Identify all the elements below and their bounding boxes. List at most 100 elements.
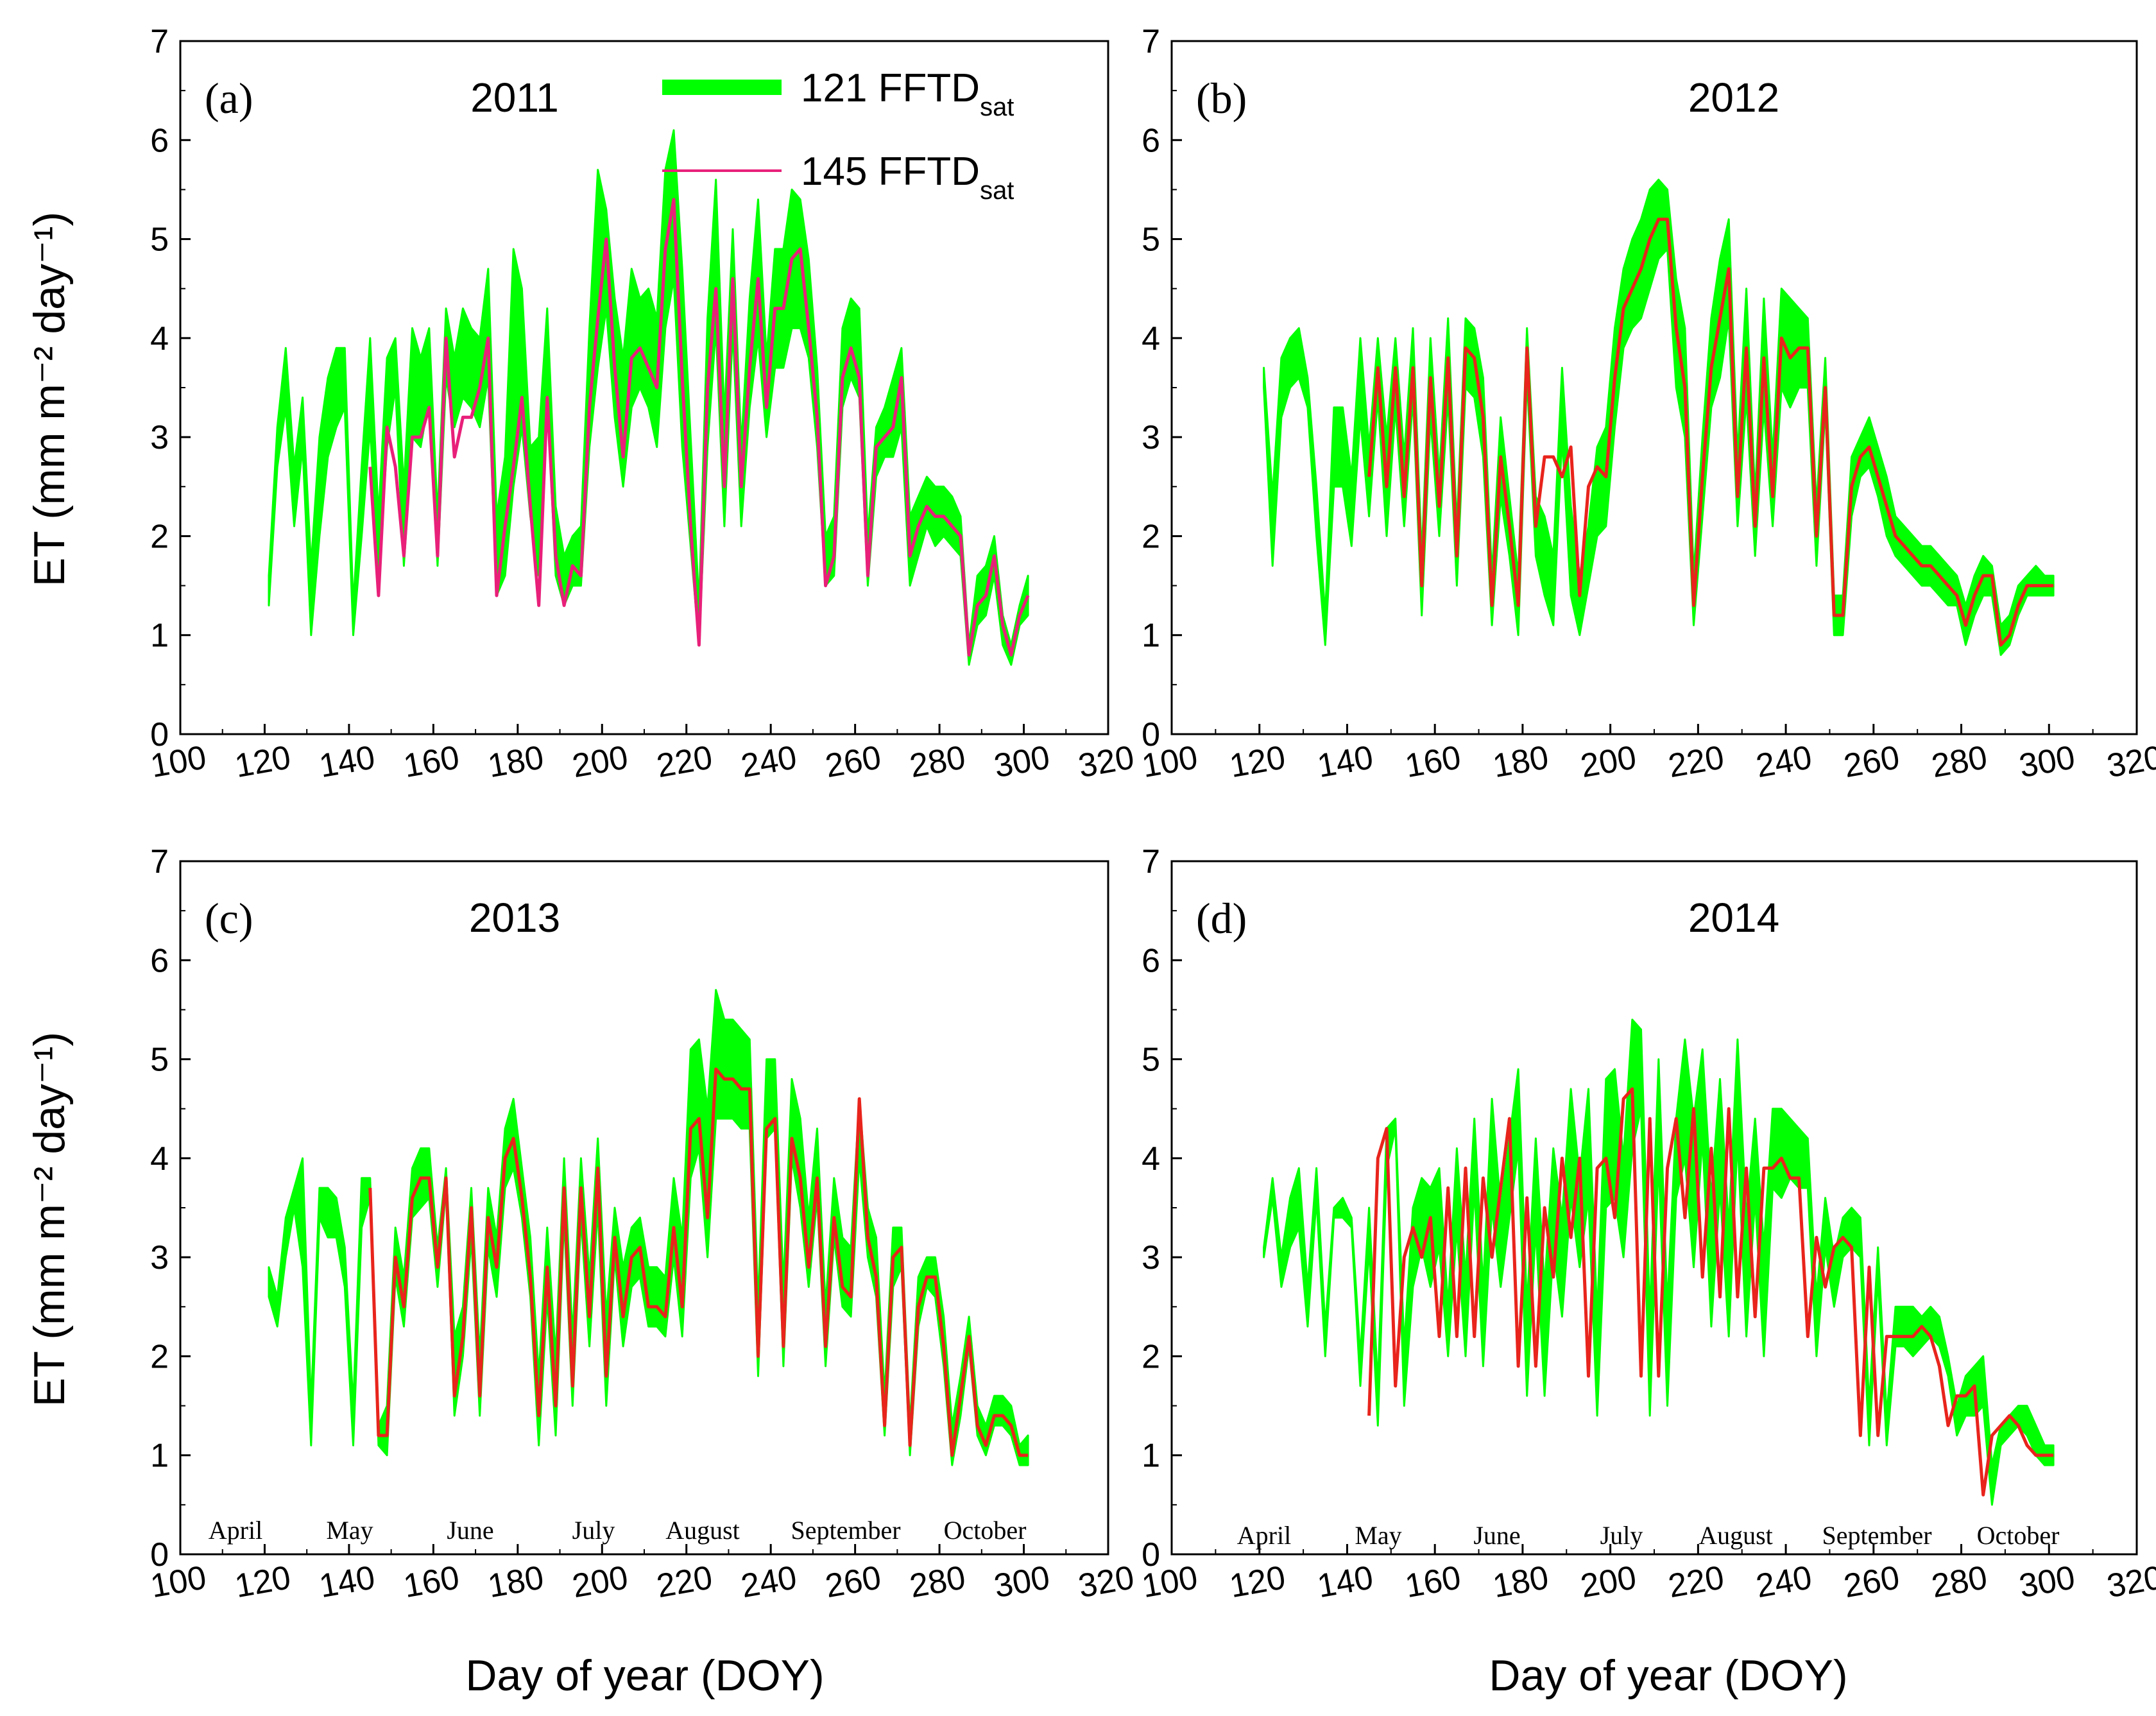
month-label: August	[1698, 1521, 1773, 1550]
y-tick-label: 2	[1142, 1338, 1160, 1375]
y-tick-label: 2	[150, 518, 169, 555]
legend-label-145: 145 FFTDsat	[801, 150, 1014, 205]
month-label: June	[1473, 1521, 1520, 1550]
month-label: August	[665, 1516, 740, 1545]
month-label: May	[326, 1516, 373, 1545]
panel-d: 100 120 140 160 180 200 220 240 260 280 300 3200123…	[1139, 843, 2156, 1605]
legend: 121 FFTDsat 145 FFTDsat	[662, 66, 1014, 205]
x-tick-label: 120	[1227, 1559, 1288, 1605]
y-tick-label: 4	[150, 320, 169, 357]
y-tick-label: 1	[1142, 617, 1160, 655]
y-tick-label: 1	[1142, 1437, 1160, 1475]
x-tick-label: 260	[823, 739, 884, 785]
x-tick-label: 240	[738, 1559, 800, 1605]
month-label: April	[209, 1516, 262, 1545]
x-tick-label: 140	[316, 1559, 378, 1605]
y-tick-label: 3	[150, 419, 169, 456]
month-label: October	[1977, 1521, 2060, 1550]
panel-label: (d)	[1196, 894, 1247, 943]
y-tick-label: 5	[1142, 221, 1160, 259]
y-tick-label: 4	[1142, 1140, 1160, 1178]
month-label: April	[1237, 1521, 1291, 1550]
plot-frame	[1170, 40, 2138, 735]
x-tick-label: 160	[401, 739, 463, 785]
x-tick-label: 120	[1227, 739, 1288, 785]
x-tick-label: 180	[485, 1559, 547, 1605]
x-tick-label: 280	[907, 739, 968, 785]
x-tick-label: 220	[654, 1559, 715, 1605]
y-axis-title-bottom: ET (mm m⁻² day⁻¹)	[25, 1032, 74, 1407]
month-label: May	[1355, 1521, 1401, 1550]
y-tick-label: 5	[150, 221, 169, 259]
year-title: 2012	[1688, 74, 1779, 121]
x-tick-label: 200	[1578, 1559, 1639, 1605]
x-tick-label: 300	[991, 1559, 1053, 1605]
y-tick-label: 0	[150, 1536, 169, 1574]
month-label: July	[572, 1516, 615, 1545]
x-tick-label: 320	[1075, 739, 1137, 785]
x-tick-label: 260	[823, 1559, 884, 1605]
series-121-fftd-band	[268, 129, 1029, 666]
month-label: October	[944, 1516, 1027, 1545]
x-tick-label: 320	[2104, 739, 2156, 785]
x-tick-label: 260	[1841, 1559, 1903, 1605]
x-axis-title-right: Day of year (DOY)	[1489, 1651, 1847, 1700]
x-tick-label: 300	[991, 739, 1053, 785]
x-tick-label: 280	[1929, 1559, 1990, 1605]
x-tick-label: 300	[2017, 739, 2078, 785]
x-tick-label: 120	[232, 739, 294, 785]
y-tick-label: 6	[1142, 122, 1160, 159]
legend-label-121: 121 FFTDsat	[801, 66, 1014, 121]
x-tick-label: 160	[1402, 1559, 1464, 1605]
x-tick-label: 240	[1753, 739, 1815, 785]
y-tick-label: 6	[150, 122, 169, 159]
y-tick-label: 1	[150, 1437, 169, 1475]
y-tick-label: 7	[150, 23, 169, 60]
y-tick-label: 1	[150, 617, 169, 655]
x-tick-label: 240	[1753, 1559, 1815, 1605]
x-tick-label: 320	[2104, 1559, 2156, 1605]
x-tick-label: 160	[401, 1559, 463, 1605]
x-tick-label: 200	[570, 739, 631, 785]
y-tick-label: 7	[150, 843, 169, 880]
series-121-fftd-band	[268, 989, 1029, 1466]
y-tick-label: 6	[150, 942, 169, 979]
year-title: 2014	[1688, 895, 1779, 941]
x-tick-label: 320	[1075, 1559, 1137, 1605]
y-tick-label: 4	[1142, 320, 1160, 357]
y-axis-title-top: ET (mm m⁻² day⁻¹)	[25, 212, 74, 587]
x-tick-label: 180	[1490, 739, 1552, 785]
x-tick-label: 140	[316, 739, 378, 785]
series-145-fftd-line	[1367, 1087, 2054, 1497]
y-tick-label: 0	[150, 716, 169, 753]
y-tick-label: 6	[1142, 942, 1160, 979]
x-tick-label: 140	[1315, 1559, 1376, 1605]
y-tick-label: 7	[1142, 23, 1160, 60]
x-tick-label: 180	[485, 739, 547, 785]
y-tick-label: 3	[1142, 1239, 1160, 1276]
x-tick-label: 240	[738, 739, 800, 785]
y-tick-label: 0	[1142, 1536, 1160, 1574]
x-tick-label: 220	[1666, 1559, 1727, 1605]
panel-b: 100 120 140 160 180 200 220 240 260 280 300 3200123…	[1139, 23, 2156, 785]
x-tick-label: 280	[1929, 739, 1990, 785]
series-145-fftd-line	[368, 1067, 1029, 1457]
panel-label: (c)	[205, 894, 253, 943]
y-tick-label: 7	[1142, 843, 1160, 880]
y-tick-label: 3	[150, 1239, 169, 1276]
x-tick-label: 200	[1578, 739, 1639, 785]
x-tick-label: 300	[2017, 1559, 2078, 1605]
series-145-fftd-line	[1367, 218, 2054, 647]
month-label: September	[791, 1516, 900, 1545]
x-tick-label: 200	[570, 1559, 631, 1605]
y-tick-label: 3	[1142, 419, 1160, 456]
x-tick-label: 140	[1315, 739, 1376, 785]
x-tick-label: 260	[1841, 739, 1903, 785]
x-tick-label: 120	[232, 1559, 294, 1605]
y-tick-label: 2	[1142, 518, 1160, 555]
x-tick-label: 220	[1666, 739, 1727, 785]
y-tick-label: 2	[150, 1338, 169, 1375]
year-title: 2013	[469, 895, 560, 941]
x-tick-label: 160	[1402, 739, 1464, 785]
month-label: September	[1822, 1521, 1931, 1550]
